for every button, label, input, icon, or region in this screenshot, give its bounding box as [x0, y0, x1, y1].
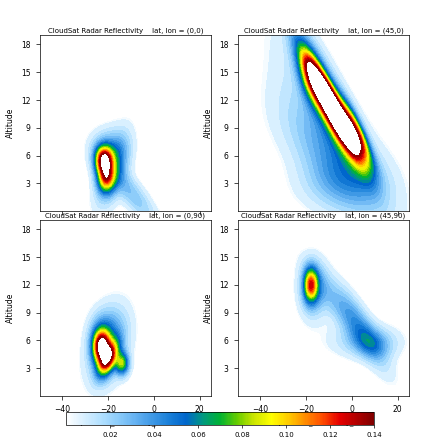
X-axis label: equivalent_reflectivity_factor: equivalent_reflectivity_factor	[74, 420, 176, 426]
X-axis label: equivalent_reflectivity_factor: equivalent_reflectivity_factor	[272, 420, 374, 426]
Title: CloudSat Radar Reflectivity    lat, lon = (45,90): CloudSat Radar Reflectivity lat, lon = (…	[241, 212, 406, 219]
Title: CloudSat Radar Reflectivity    lat, lon = (45,0): CloudSat Radar Reflectivity lat, lon = (…	[243, 27, 403, 34]
Y-axis label: Altitude: Altitude	[205, 108, 213, 139]
Y-axis label: Altitude: Altitude	[7, 293, 15, 323]
Title: CloudSat Radar Reflectivity    lat, lon = (0,0): CloudSat Radar Reflectivity lat, lon = (…	[48, 27, 203, 34]
Y-axis label: Altitude: Altitude	[7, 108, 15, 139]
X-axis label: equivalent_reflectivity_factor: equivalent_reflectivity_factor	[74, 235, 176, 242]
X-axis label: equivalent_reflectivity_factor: equivalent_reflectivity_factor	[272, 235, 374, 242]
Title: CloudSat Radar Reflectivity    lat, lon = (0,90): CloudSat Radar Reflectivity lat, lon = (…	[45, 212, 205, 219]
Y-axis label: Altitude: Altitude	[205, 293, 213, 323]
